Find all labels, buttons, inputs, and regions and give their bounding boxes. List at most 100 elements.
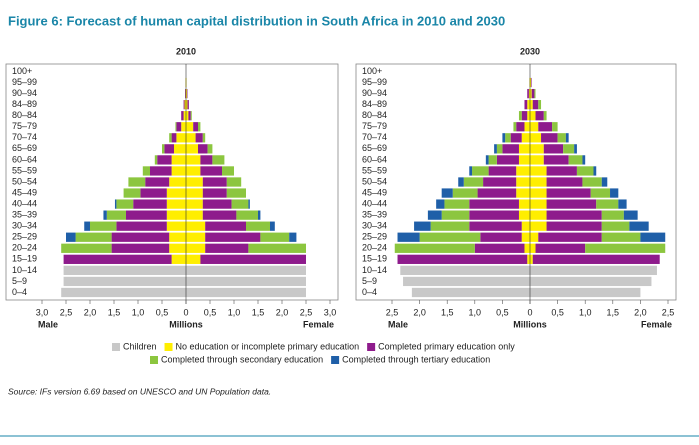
source: Source: IFs version 6.69 based on UNESCO… — [8, 386, 271, 396]
bar-male — [90, 221, 117, 231]
y-tick-label: 10–14 — [12, 265, 37, 275]
bar-female — [207, 144, 213, 154]
y-tick-label: 0–4 — [362, 287, 377, 297]
bar-male — [157, 155, 172, 165]
y-tick-label: 80–84 — [362, 110, 387, 120]
bar-male — [183, 111, 186, 121]
bar-male — [164, 144, 174, 154]
x-axis-label: Millions — [513, 319, 547, 329]
bar-female — [222, 166, 234, 176]
x-axis-label: Millions — [169, 319, 203, 329]
bar-female — [246, 221, 270, 231]
y-tick-label: 75–79 — [12, 121, 37, 131]
bar-male — [183, 100, 185, 110]
y-tick-label: 20–24 — [362, 243, 387, 253]
bar-female — [530, 210, 547, 220]
x-tick-label: 0,5 — [156, 307, 169, 317]
bar-male — [527, 100, 530, 110]
bar-female — [585, 243, 666, 253]
bar-female — [538, 232, 602, 242]
bar-female — [593, 166, 597, 176]
bar-female — [640, 232, 666, 242]
x-tick-label: 2,0 — [634, 307, 647, 317]
bar-female — [200, 254, 306, 264]
figure-title: Figure 6: Forecast of human capital dist… — [8, 13, 505, 28]
y-tick-label: 0–4 — [12, 287, 27, 297]
bar-female — [186, 287, 306, 298]
bar-male — [394, 243, 475, 253]
y-tick-label: 45–49 — [12, 187, 37, 197]
bar-female — [582, 177, 602, 187]
y-tick-label: 45–49 — [362, 187, 387, 197]
bar-male — [111, 243, 170, 253]
bar-female — [186, 221, 206, 231]
bar-male — [441, 210, 470, 220]
bar-female — [186, 243, 206, 253]
y-tick-label: 15–19 — [12, 254, 37, 264]
bar-male — [106, 210, 126, 220]
y-tick-label: 20–24 — [12, 243, 37, 253]
x-tick-label: 0,5 — [204, 307, 217, 317]
bar-female — [195, 133, 203, 143]
left-label: Male — [388, 319, 408, 329]
bar-male — [419, 232, 481, 242]
bar-female — [629, 221, 649, 231]
bar-female — [530, 265, 657, 276]
bar-female — [530, 188, 547, 198]
bar-male — [518, 210, 530, 220]
bar-female — [530, 199, 547, 209]
legend-swatch — [367, 343, 376, 351]
bar-male — [469, 221, 522, 231]
bar-male — [469, 199, 519, 209]
bar-female — [186, 122, 194, 132]
bar-female — [601, 177, 608, 187]
legend-label: Completed primary education only — [378, 341, 515, 351]
bar-male — [116, 199, 134, 209]
bar-female — [530, 144, 544, 154]
bar-male — [502, 133, 506, 143]
bar-male — [166, 221, 186, 231]
bar-female — [590, 188, 611, 198]
bar-female — [543, 155, 569, 165]
bar-male — [430, 221, 470, 231]
bar-male — [427, 210, 442, 220]
bar-male — [174, 144, 186, 154]
bar-female — [202, 199, 232, 209]
plot-frame — [355, 63, 677, 301]
legend-swatch — [150, 356, 158, 364]
bar-female — [532, 100, 539, 110]
plot-frame — [5, 63, 339, 301]
bar-female — [538, 100, 542, 110]
panel-title: 2030 — [520, 46, 540, 56]
y-tick-label: 5–9 — [12, 276, 27, 286]
bar-male — [171, 133, 177, 143]
bar-female — [557, 133, 566, 143]
bar-female — [531, 77, 532, 88]
bar-female — [289, 232, 297, 242]
bar-female — [610, 188, 619, 198]
bar-male — [516, 188, 530, 198]
bar-male — [436, 199, 445, 209]
legend-label: Completed through tertiary education — [342, 354, 490, 364]
bar-male — [452, 188, 478, 198]
bar-male — [521, 133, 530, 143]
bar-female — [530, 166, 547, 176]
bar-female — [205, 221, 246, 231]
bar-male — [505, 133, 511, 143]
bar-male — [463, 177, 484, 187]
panel-title: 2010 — [176, 46, 196, 56]
bar-male — [61, 287, 187, 298]
bar-female — [601, 232, 641, 242]
bar-male — [61, 243, 112, 253]
bar-female — [198, 122, 201, 132]
bar-male — [483, 177, 517, 187]
bar-female — [200, 155, 213, 165]
bar-male — [411, 287, 530, 298]
legend-label: No education or incomplete primary educa… — [176, 341, 360, 351]
bar-female — [186, 276, 306, 287]
bar-male — [114, 199, 117, 209]
bar-male — [513, 122, 517, 132]
legend-swatch — [164, 343, 173, 351]
bar-male — [477, 188, 517, 198]
